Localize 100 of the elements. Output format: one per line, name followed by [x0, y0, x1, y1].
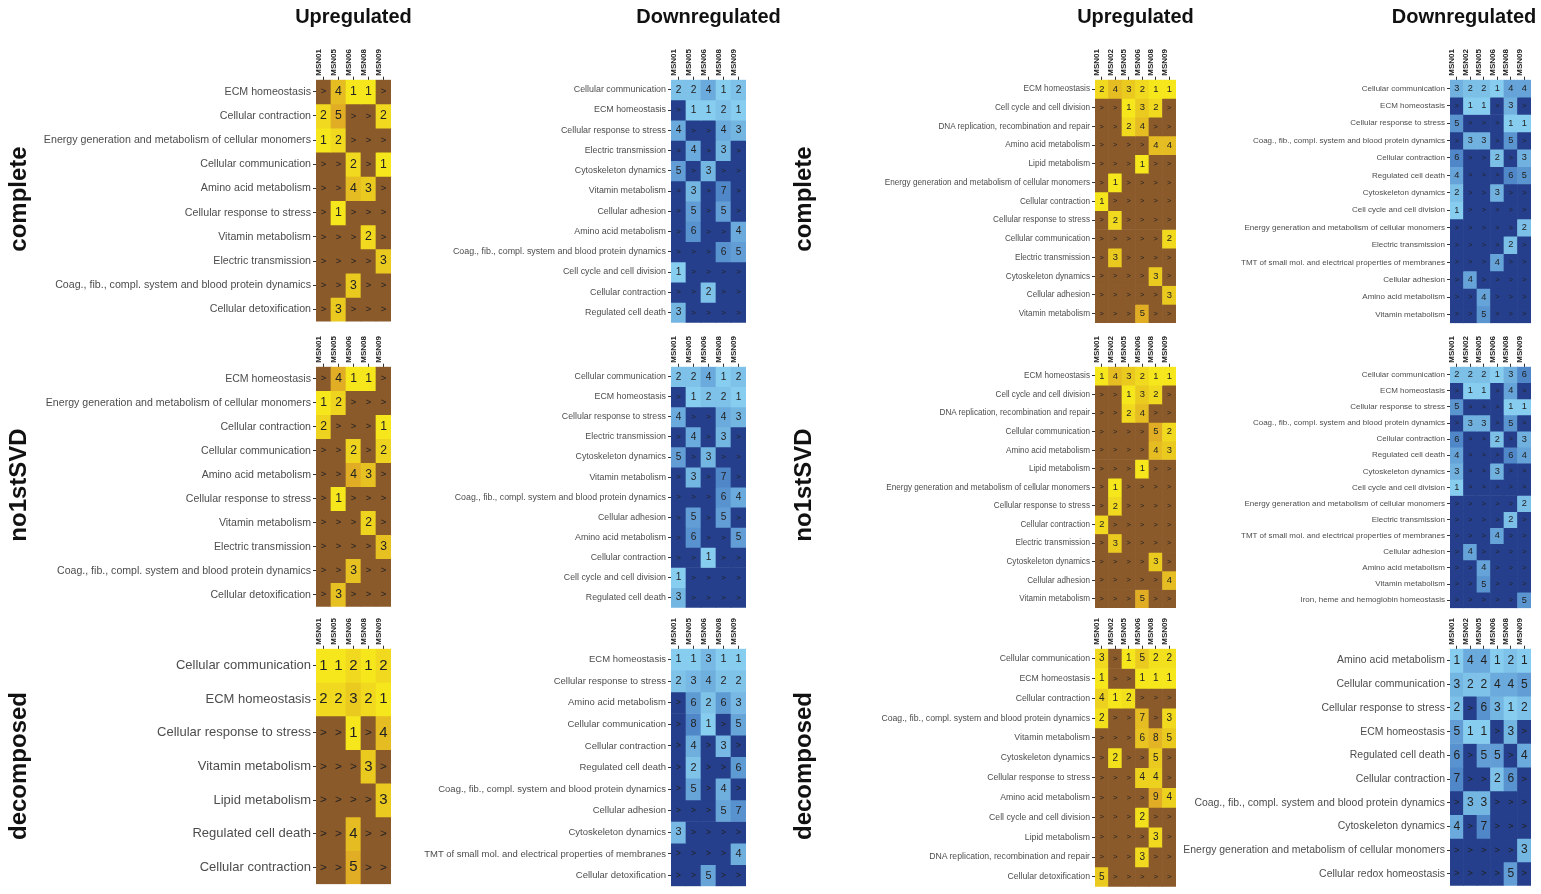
- text: >: [380, 492, 387, 504]
- y-tick-label: TMT of small mol. and electrical properties of membranes: [1241, 530, 1445, 540]
- data-label: 5: [735, 717, 742, 730]
- y-tick-label: Cellular contraction: [219, 108, 312, 121]
- y-tick-label: Cellular adhesion: [592, 804, 666, 816]
- data-label: 1: [690, 103, 697, 115]
- data-label: 2: [350, 443, 358, 458]
- data-label: 2: [1112, 500, 1118, 511]
- data-label: 2: [690, 83, 697, 95]
- data-label: 1: [1125, 652, 1132, 664]
- y-tick-label: Amino acid metabolism: [201, 467, 312, 480]
- data-label: 2: [1126, 407, 1132, 418]
- y-tick-label: Cellular communication: [574, 371, 667, 382]
- text: >: [380, 85, 387, 97]
- text: >: [365, 564, 372, 576]
- data-label: 1: [690, 390, 697, 402]
- text: >: [676, 105, 681, 115]
- data-label: 4: [1454, 449, 1460, 460]
- text: >: [676, 869, 681, 880]
- data-label: 1: [335, 491, 343, 506]
- y-tick-label: Cellular response to stress: [553, 674, 667, 686]
- y-tick-label: Electric transmission: [584, 144, 667, 155]
- data-label: 1: [1480, 723, 1488, 738]
- text: >: [380, 372, 387, 384]
- text: >: [365, 588, 372, 600]
- text: >: [1521, 820, 1527, 832]
- x-tick-label: MSN08: [714, 617, 724, 645]
- y-tick-label: Cellular communication: [567, 717, 666, 729]
- data-label: 5: [1139, 652, 1146, 664]
- data-label: 4: [1467, 274, 1473, 285]
- y-tick-label: Cellular response to stress: [1321, 701, 1445, 713]
- y-tick-label: Cellular contraction: [1376, 153, 1445, 163]
- data-label: 4: [690, 144, 697, 156]
- y-tick-label: Cellular adhesion: [597, 205, 667, 216]
- text: >: [365, 444, 372, 456]
- text: >: [320, 444, 327, 456]
- data-label: 6: [735, 760, 742, 773]
- y-tick-label: Cytoskeleton dynamics: [568, 825, 667, 837]
- text: >: [365, 420, 372, 432]
- text: >: [676, 848, 681, 859]
- text: >: [736, 206, 741, 216]
- y-tick-label: Cytoskeleton dynamics: [1362, 466, 1445, 476]
- text: >: [676, 287, 681, 297]
- data-label: 2: [705, 695, 712, 708]
- y-tick-label: Regulated cell death: [579, 761, 666, 773]
- data-label: 4: [1153, 138, 1159, 150]
- x-tick-label: MSN09: [1514, 335, 1524, 363]
- data-label: 3: [690, 470, 697, 482]
- y-tick-label: Cellular detoxification: [209, 302, 312, 315]
- x-tick-label: MSN02: [1460, 335, 1470, 363]
- y-tick-label: Coag., fib., compl. system and blood protein dynamics: [454, 491, 667, 502]
- data-label: 4: [1453, 818, 1461, 833]
- text: >: [1481, 843, 1487, 855]
- y-tick-label: Vitamin metabolism: [197, 758, 311, 774]
- data-label: 1: [1454, 204, 1460, 215]
- text: >: [320, 468, 327, 480]
- data-label: 3: [1166, 711, 1173, 723]
- y-tick-label: Iron, heme and hemoglobin homeostasis: [1300, 595, 1445, 605]
- y-tick-label: Cellular communication: [201, 443, 312, 456]
- data-label: 1: [1494, 82, 1500, 93]
- data-label: 6: [1480, 700, 1488, 715]
- text: >: [365, 278, 372, 290]
- data-label: 2: [1112, 213, 1118, 225]
- data-label: 2: [1166, 426, 1172, 437]
- text: >: [365, 540, 372, 552]
- y-tick-label: Energy generation and metabolism of cellular monomers: [1244, 222, 1445, 232]
- text: >: [736, 145, 741, 155]
- text: >: [365, 158, 372, 169]
- data-label: 1: [1126, 101, 1132, 113]
- data-label: 2: [1153, 101, 1159, 113]
- text: >: [706, 267, 711, 277]
- y-tick-label: Cellular adhesion: [1026, 290, 1091, 300]
- data-label: 2: [1454, 369, 1460, 380]
- y-axis-title: no1stSVD: [789, 428, 817, 542]
- data-label: 6: [1508, 449, 1514, 460]
- data-label: 3: [1153, 556, 1159, 567]
- y-tick-label: ECM homeostasis: [1380, 386, 1445, 396]
- y-tick-label: Regulated cell death: [585, 592, 667, 603]
- y-tick-label: ECM homeostasis: [1380, 100, 1445, 110]
- text: >: [350, 109, 357, 121]
- y-tick-label: Cellular adhesion: [1027, 575, 1090, 585]
- data-label: 4: [675, 410, 682, 422]
- text: >: [380, 825, 387, 839]
- text: >: [721, 848, 726, 859]
- x-tick-label: MSN06: [1487, 48, 1497, 76]
- text: >: [1521, 725, 1527, 737]
- text: >: [706, 145, 711, 155]
- y-tick-label: Cellular communication: [200, 157, 312, 170]
- data-label: 2: [1494, 433, 1500, 444]
- data-label: 2: [1467, 82, 1473, 93]
- text: >: [380, 516, 387, 528]
- y-tick-label: Cellular contraction: [590, 551, 667, 562]
- text: >: [380, 133, 387, 145]
- data-label: 2: [364, 689, 373, 707]
- data-label: 2: [1493, 771, 1501, 786]
- y-tick-label: Cell cycle and cell division: [562, 266, 667, 277]
- x-tick-label: MSN08: [714, 335, 724, 363]
- data-label: 1: [675, 265, 682, 277]
- x-tick-label: MSN06: [1132, 617, 1142, 645]
- data-label: 2: [1508, 514, 1514, 525]
